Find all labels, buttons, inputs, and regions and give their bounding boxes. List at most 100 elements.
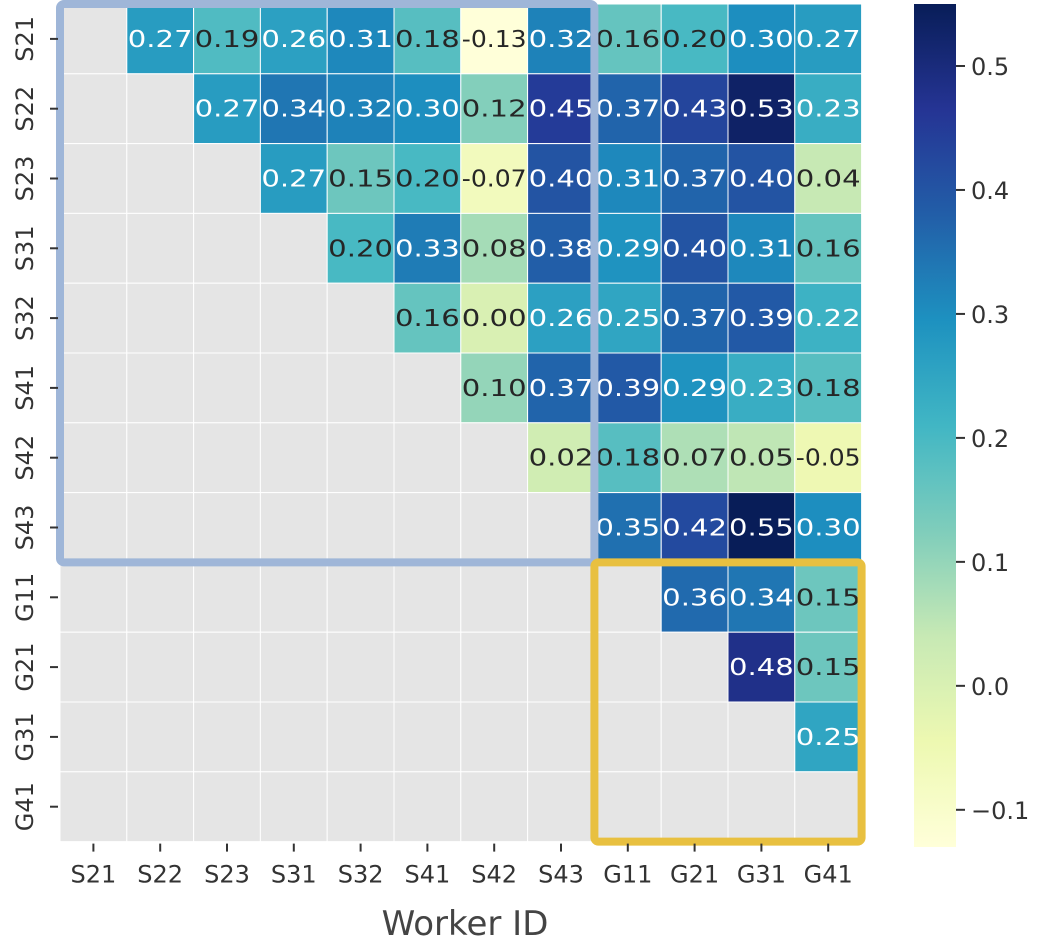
heatmap-cell-S43-S42: [460, 492, 529, 563]
heatmap-cell-G41-S32: [326, 771, 395, 843]
cell-label-S23-G41: 0.04: [796, 167, 861, 193]
cell-label-S21-G31: 0.30: [729, 27, 794, 53]
cell-label-S23-G11: 0.31: [595, 167, 660, 193]
heatmap-cell-S41-S41: [393, 352, 462, 424]
heatmap-cell-G21-S21: [59, 631, 128, 703]
cell-label-S32-G11: 0.25: [595, 306, 660, 332]
heatmap-cell-S43-S23: [193, 492, 261, 563]
heatmap-cell-G11-S21: [59, 561, 128, 633]
heatmap-cell-G41-S42: [460, 771, 529, 843]
heatmap-cell-G31-S23: [193, 701, 261, 773]
colorbar-gradient: [914, 4, 956, 847]
heatmap-cell-S41-S32: [326, 352, 395, 424]
heatmap-cell-S22-S42: [460, 73, 529, 145]
heatmap-cell-S21-S21: [59, 3, 128, 75]
heatmap-cell-S42-G31: [727, 422, 796, 494]
heatmap-cell-G11-S43: [527, 561, 595, 633]
cell-label-G21-G31: 0.48: [729, 655, 794, 681]
cell-label-S21-G21: 0.20: [662, 27, 727, 53]
cell-label-S42-G21: 0.07: [662, 446, 727, 472]
cell-label-G21-G41: 0.15: [796, 655, 861, 681]
heatmap-cell-S22-G41: [794, 73, 863, 145]
heatmap-cell-G41-G21: [660, 771, 729, 843]
heatmap-cell-S42-S31: [259, 422, 328, 494]
heatmap-cell-G21-S22: [126, 631, 195, 703]
heatmap-cell-G21-S41: [393, 631, 462, 703]
heatmap-cell-S41-S42: [460, 352, 529, 424]
heatmap-cell-S43-S32: [326, 492, 395, 563]
heatmap-cell-S43-S41: [393, 492, 462, 563]
cell-label-S32-S41: 0.16: [395, 306, 460, 332]
cell-label-S31-S42: 0.08: [462, 236, 527, 262]
heatmap-cell-S23-S31: [259, 143, 328, 214]
y-tick-label-S23: S23: [11, 156, 39, 202]
heatmap-cell-S41-G11: [593, 352, 662, 424]
heatmap-cell-S32-S31: [259, 282, 328, 354]
cell-label-S22-S41: 0.30: [395, 97, 460, 123]
cell-label-S42-G41: -0.05: [796, 446, 861, 472]
heatmap-cell-S22-S23: [193, 73, 261, 145]
heatmap-cell-S23-S22: [126, 143, 195, 214]
heatmap-cell-G11-S23: [193, 561, 261, 633]
heatmap-cell-S23-G41: [794, 143, 863, 214]
x-tick-label-S32: S32: [338, 861, 384, 889]
cell-label-S21-S41: 0.18: [395, 27, 460, 53]
cell-label-S42-S43: 0.02: [529, 446, 594, 472]
cell-label-S31-S43: 0.38: [529, 236, 594, 262]
cell-label-S22-G21: 0.43: [662, 97, 727, 123]
heatmap-cell-S43-S21: [59, 492, 128, 563]
cell-label-S22-S23: 0.27: [195, 97, 260, 123]
x-axis: S21 S22 S23 S31 S32 S41 S42 S43 G11 G21 G31 G41: [71, 843, 853, 889]
cell-label-S23-S41: 0.20: [395, 167, 460, 193]
heatmap-cell-S21-G31: [727, 3, 796, 75]
heatmap-cell-S41-S21: [59, 352, 128, 424]
heatmap-cell-G31-S22: [126, 701, 195, 773]
heatmap-cell-G11-S32: [326, 561, 395, 633]
heatmap-cell-G21-S43: [527, 631, 595, 703]
heatmap-cell-G41-S43: [527, 771, 595, 843]
heatmap-cell-S22-G21: [660, 73, 729, 145]
heatmap-cell-S42-S32: [326, 422, 395, 494]
heatmap-cell-G41-S41: [393, 771, 462, 843]
heatmap-cell-S32-G21: [660, 282, 729, 354]
heatmap-cell-S22-S43: [527, 73, 595, 145]
heatmap-cell-S41-G31: [727, 352, 796, 424]
x-tick-label-G41: G41: [804, 861, 853, 889]
x-tick-label-G21: G21: [670, 861, 719, 889]
cell-label-S21-S22: 0.27: [128, 27, 193, 53]
y-tick-label-S21: S21: [11, 16, 39, 62]
cell-label-S43-G31: 0.55: [729, 516, 794, 542]
heatmap-cell-S32-S23: [193, 282, 261, 354]
heatmap-cell-S42-S41: [393, 422, 462, 494]
heatmap-cell-G11-S42: [460, 561, 529, 633]
heatmap-cell-S32-S41: [393, 282, 462, 354]
cell-label-S22-G31: 0.53: [729, 97, 794, 123]
colorbar-tick-label: 0.3: [971, 301, 1009, 329]
heatmap-cell-S22-S32: [326, 73, 395, 145]
heatmap-cell-labels: 0.27 0.19 0.26 0.31 0.18 -0.13 0.32 0.16 0.20 0.3…: [128, 27, 861, 751]
cell-label-S23-S43: 0.40: [529, 167, 594, 193]
cell-label-S23-G31: 0.40: [729, 167, 794, 193]
heatmap-cell-S31-S21: [59, 212, 128, 284]
heatmap-cell-G41-G11: [593, 771, 662, 843]
heatmap-cell-G31-G21: [660, 701, 729, 773]
cell-label-S31-G31: 0.31: [729, 236, 794, 262]
heatmap-cell-S21-S22: [126, 3, 195, 75]
x-tick-label-S42: S42: [471, 861, 517, 889]
heatmap-cell-G31-S31: [259, 701, 328, 773]
heatmap-cell-S23-G21: [660, 143, 729, 214]
y-tick-label-S31: S31: [11, 225, 39, 271]
cell-label-S32-G31: 0.39: [729, 306, 794, 332]
heatmap-cell-G21-S32: [326, 631, 395, 703]
heatmap-cell-G11-S31: [259, 561, 328, 633]
heatmap-cell-G11-S22: [126, 561, 195, 633]
heatmap-cell-S21-S23: [193, 3, 261, 75]
heatmap-cell-G21-S42: [460, 631, 529, 703]
y-tick-label-G41: G41: [11, 782, 39, 831]
cell-label-S22-S43: 0.45: [529, 97, 594, 123]
cell-label-S21-S42: -0.13: [462, 27, 527, 53]
x-tick-label-S41: S41: [405, 861, 451, 889]
heatmap-cell-S42-S21: [59, 422, 128, 494]
cell-label-S43-G11: 0.35: [595, 516, 660, 542]
